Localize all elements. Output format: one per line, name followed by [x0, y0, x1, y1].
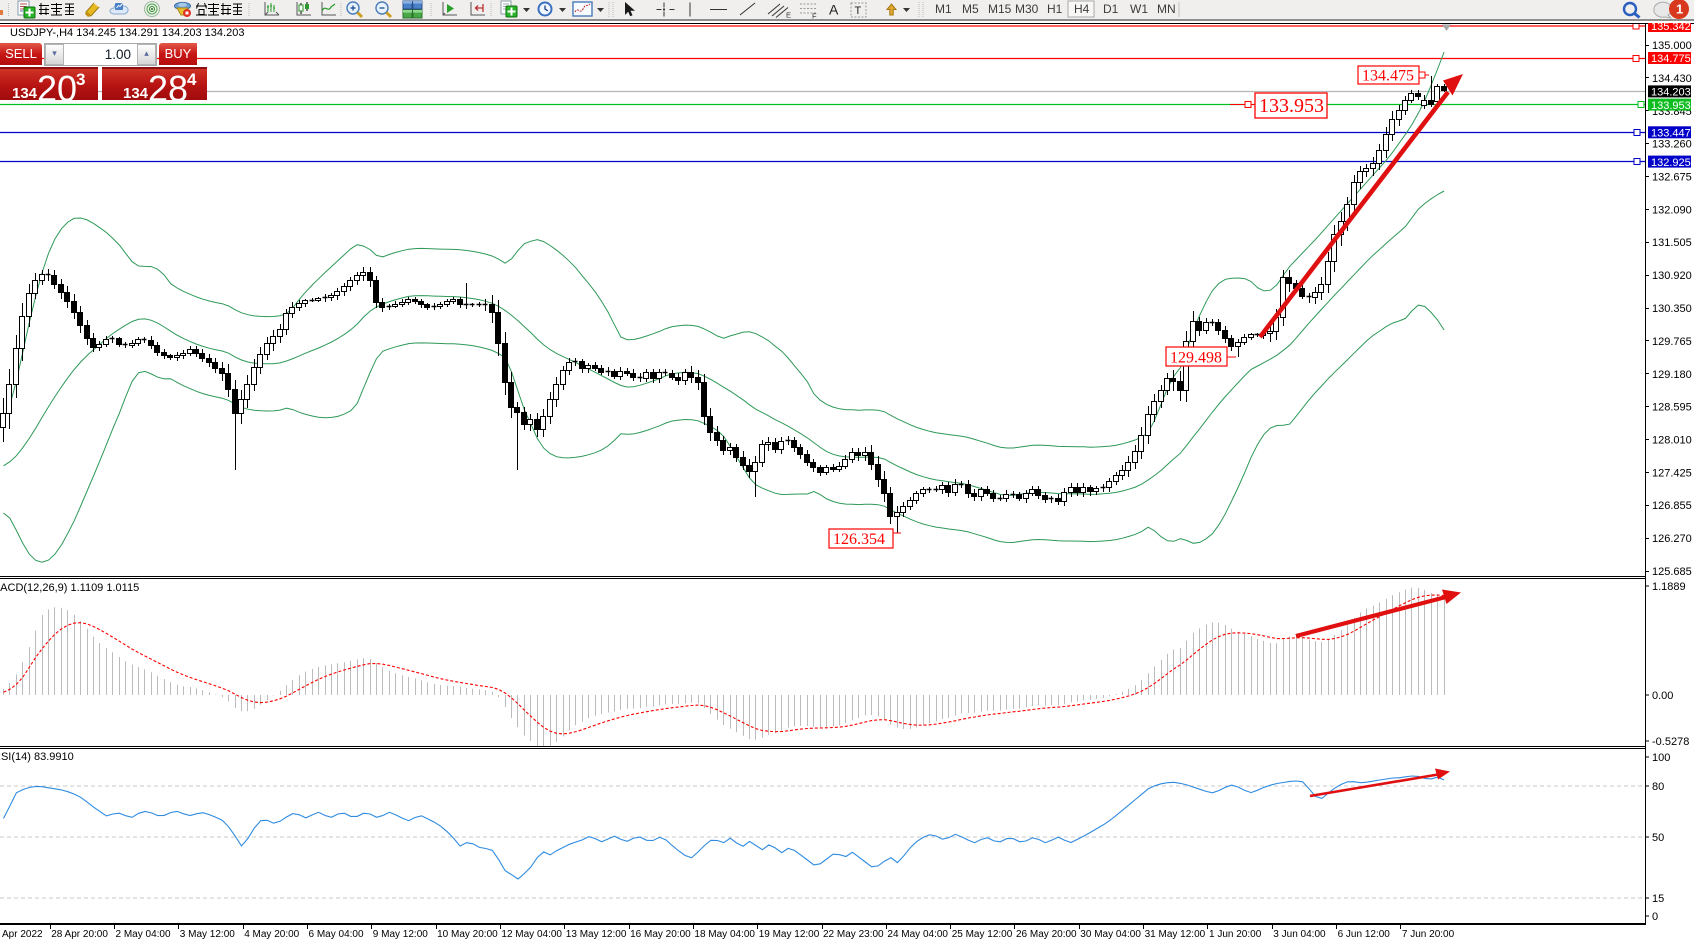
- svg-text:M5: M5: [962, 2, 979, 16]
- svg-text:133.260: 133.260: [1652, 139, 1692, 151]
- svg-text:100: 100: [1652, 752, 1670, 764]
- svg-text:133.953: 133.953: [1651, 100, 1691, 112]
- svg-text:133.953: 133.953: [1259, 95, 1324, 117]
- svg-text:M1: M1: [935, 2, 952, 16]
- svg-text:Apr 2022: Apr 2022: [2, 929, 43, 940]
- svg-text:135.000: 135.000: [1652, 40, 1692, 52]
- svg-text:0.00: 0.00: [1652, 690, 1673, 702]
- svg-text:134.775: 134.775: [1651, 53, 1691, 65]
- svg-text:132.925: 132.925: [1651, 157, 1691, 169]
- svg-text:E: E: [786, 11, 791, 20]
- svg-text:30 May 04:00: 30 May 04:00: [1080, 929, 1141, 940]
- svg-text:USDJPY-,H4 134.245 134.291 13: USDJPY-,H4 134.245 134.291 134.203 134.2…: [10, 27, 244, 39]
- svg-text:12 May 04:00: 12 May 04:00: [501, 929, 562, 940]
- svg-text:13 May 12:00: 13 May 12:00: [566, 929, 627, 940]
- svg-text:134.430: 134.430: [1652, 73, 1692, 85]
- svg-text:7 Jun 20:00: 7 Jun 20:00: [1402, 929, 1455, 940]
- svg-text:134.203: 134.203: [1651, 87, 1691, 99]
- svg-text:W1: W1: [1130, 2, 1148, 16]
- svg-text:2 May 04:00: 2 May 04:00: [116, 929, 171, 940]
- svg-text:134.475: 134.475: [1362, 68, 1414, 85]
- svg-text:9 May 12:00: 9 May 12:00: [373, 929, 428, 940]
- svg-text:10 May 20:00: 10 May 20:00: [437, 929, 498, 940]
- svg-text:T: T: [855, 5, 862, 17]
- svg-text:0: 0: [1652, 911, 1658, 923]
- svg-text:26 May 20:00: 26 May 20:00: [1016, 929, 1077, 940]
- svg-text:1: 1: [1676, 2, 1683, 17]
- svg-text:50: 50: [1652, 832, 1664, 844]
- svg-text:M15: M15: [988, 2, 1012, 16]
- svg-text:1 Jun 20:00: 1 Jun 20:00: [1209, 929, 1262, 940]
- svg-text:129.180: 129.180: [1652, 369, 1692, 381]
- svg-text:3 May 12:00: 3 May 12:00: [180, 929, 235, 940]
- svg-text:127.425: 127.425: [1652, 467, 1692, 479]
- svg-text:126.270: 126.270: [1652, 533, 1692, 545]
- svg-text:132.675: 132.675: [1652, 172, 1692, 184]
- svg-text:16 May 20:00: 16 May 20:00: [630, 929, 691, 940]
- svg-text:129.498: 129.498: [1170, 350, 1222, 367]
- svg-text:19 May 12:00: 19 May 12:00: [759, 929, 820, 940]
- svg-text:18 May 04:00: 18 May 04:00: [694, 929, 755, 940]
- svg-text:RSI(14) 83.9910: RSI(14) 83.9910: [0, 751, 74, 763]
- svg-text:128.595: 128.595: [1652, 402, 1692, 414]
- svg-text:3 Jun 04:00: 3 Jun 04:00: [1273, 929, 1326, 940]
- svg-text:132.090: 132.090: [1652, 204, 1692, 216]
- svg-text:D1: D1: [1103, 2, 1119, 16]
- svg-text:135.342: 135.342: [1651, 21, 1691, 33]
- svg-text:129.765: 129.765: [1652, 336, 1692, 348]
- svg-text:A: A: [829, 2, 839, 18]
- svg-text:MN: MN: [1157, 2, 1176, 16]
- svg-text:6 Jun 12:00: 6 Jun 12:00: [1338, 929, 1391, 940]
- svg-text:125.685: 125.685: [1652, 566, 1692, 578]
- svg-text:22 May 23:00: 22 May 23:00: [823, 929, 884, 940]
- svg-text:H4: H4: [1074, 2, 1090, 16]
- svg-text:-0.5278: -0.5278: [1652, 736, 1689, 748]
- svg-text:130.350: 130.350: [1652, 303, 1692, 315]
- svg-text:31 May 12:00: 31 May 12:00: [1145, 929, 1206, 940]
- svg-text:128.010: 128.010: [1652, 435, 1692, 447]
- svg-text:M30: M30: [1015, 2, 1039, 16]
- svg-text:126.855: 126.855: [1652, 500, 1692, 512]
- svg-text:25 May 12:00: 25 May 12:00: [952, 929, 1013, 940]
- svg-text:15: 15: [1652, 893, 1664, 905]
- svg-text:6 May 04:00: 6 May 04:00: [309, 929, 364, 940]
- svg-text:1.1889: 1.1889: [1652, 581, 1686, 593]
- svg-text:130.920: 130.920: [1652, 270, 1692, 282]
- svg-text:H1: H1: [1047, 2, 1063, 16]
- svg-text:F: F: [812, 12, 817, 21]
- svg-text:24 May 04:00: 24 May 04:00: [887, 929, 948, 940]
- svg-text:80: 80: [1652, 781, 1664, 793]
- svg-text:131.505: 131.505: [1652, 237, 1692, 249]
- svg-text:4 May 20:00: 4 May 20:00: [244, 929, 299, 940]
- svg-text:28 Apr 20:00: 28 Apr 20:00: [51, 929, 108, 940]
- svg-text:MACD(12,26,9) 1.1109 1.0115: MACD(12,26,9) 1.1109 1.0115: [0, 582, 139, 594]
- svg-text:126.354: 126.354: [833, 531, 885, 548]
- svg-text:133.447: 133.447: [1651, 128, 1691, 140]
